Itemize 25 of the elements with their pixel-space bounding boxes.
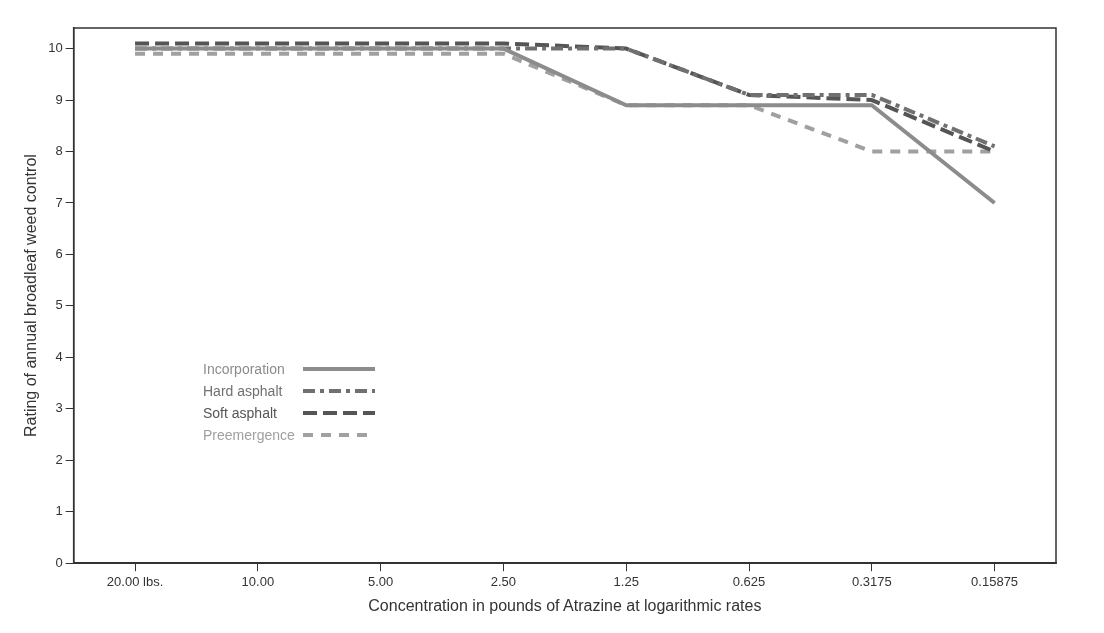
x-tick-label: 1.25 [613, 573, 639, 589]
y-tick-label: 2 [55, 451, 63, 467]
y-tick-label: 8 [55, 143, 63, 159]
x-tick-label: 2.50 [490, 573, 517, 589]
y-tick-label: 10 [48, 40, 63, 56]
x-tick-label: 0.3175 [851, 573, 892, 589]
y-tick-label: 4 [55, 348, 63, 364]
y-tick-label: 0 [55, 554, 63, 570]
y-tick-label: 9 [55, 91, 63, 107]
x-tick-label: 20.00 lbs. [106, 573, 164, 589]
y-tick-label: 6 [55, 246, 63, 262]
y-tick-label: 7 [55, 194, 63, 210]
text: Incorporation [203, 361, 286, 377]
text: Preemergence [203, 427, 296, 443]
y-tick-label: 5 [55, 297, 63, 313]
x-tick-label: 0.625 [732, 573, 766, 589]
x-tick-label: 0.15875 [971, 573, 1019, 589]
text: Soft asphalt [203, 405, 278, 421]
x-axis-title: Concentration in pounds of Atrazine at logarithmic rates [368, 596, 762, 614]
text: Hard asphalt [203, 383, 284, 399]
x-tick-label: 5.00 [367, 573, 394, 589]
y-axis-title: Rating of annual broadleaf weed control [22, 154, 40, 438]
y-tick-label: 3 [55, 400, 63, 416]
y-tick-label: 1 [55, 503, 63, 519]
x-tick-label: 10.00 [241, 573, 275, 589]
